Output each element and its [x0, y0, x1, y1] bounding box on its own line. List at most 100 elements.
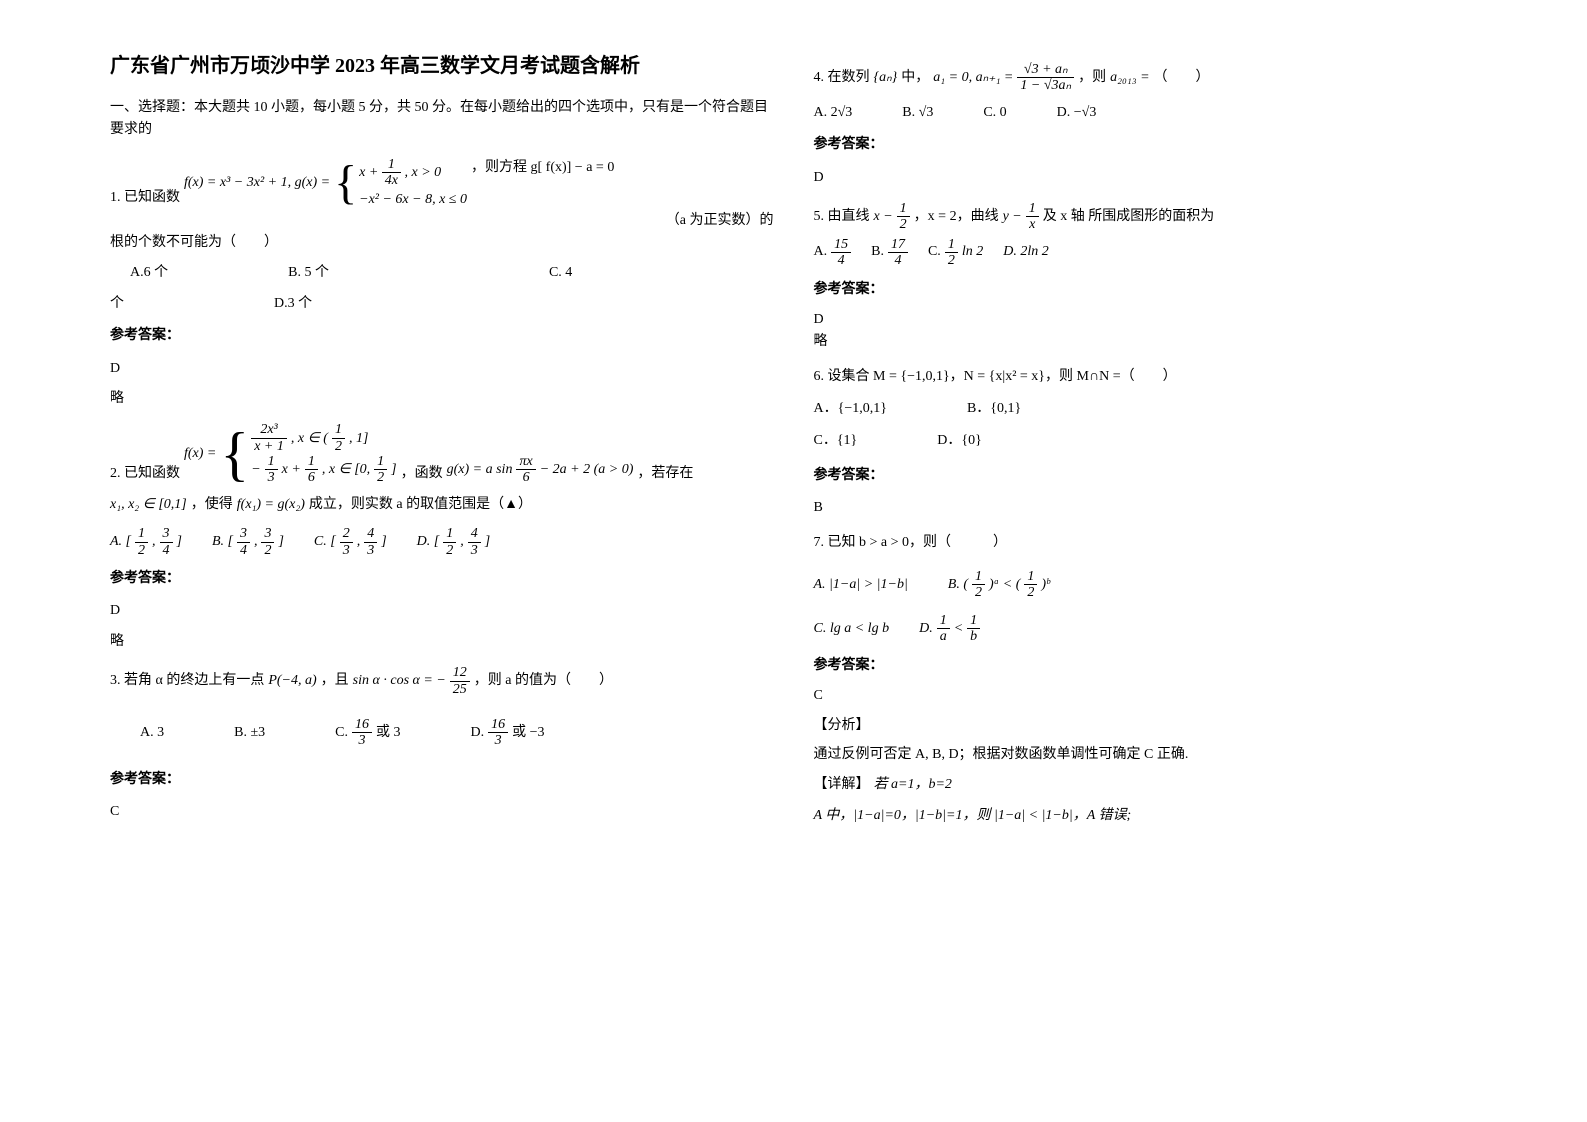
q6-text: 6. 设集合 M = {−1,0,1}，N = {x|x² = x}，则 M∩N… [814, 366, 1478, 388]
q7-detail-label: 【详解】 [814, 774, 870, 796]
q7-od: D. 1a < 1b [919, 613, 980, 645]
q3-suffix: ，则 a 的值为（ ） [474, 670, 613, 692]
br: ] [485, 531, 490, 553]
q3-od: D. 163 或 −3 [471, 717, 545, 749]
q2-ans: D [110, 600, 774, 622]
q3-oa: A. 3 [140, 722, 164, 744]
q5-e2n: 1 [1026, 201, 1039, 217]
q3-eqa: sin α · cos α = − [353, 670, 446, 692]
q2-prefix: 2. 已知函数 [110, 463, 180, 485]
q7-ans: C [814, 685, 1478, 707]
odn1: 1 [937, 613, 950, 629]
q5-od: D. 2ln 2 [1003, 241, 1049, 263]
odd2: b [967, 629, 980, 644]
q2-c2-n2: 1 [305, 454, 318, 470]
q7-prefix: 7. 已知 b > a > 0，则（ ） [814, 532, 1478, 554]
q4-a1: a₁ = 0, aₙ₊₁ = [933, 67, 1013, 89]
obd: 2 [972, 585, 985, 600]
question-2: 2. 已知函数 f(x) = { 2x³x + 1 , x ∈ ( 12 , 1… [110, 422, 774, 653]
q7-oba: B. ( [948, 574, 968, 596]
q7-analysis: 通过反例可否定 A, B, D；根据对数函数单调性可确定 C 正确. [814, 744, 1478, 766]
q2-c1-cond-b: , 1] [349, 428, 368, 449]
q1-optC: C. 4 [549, 262, 572, 284]
q4-sb: （ ） [1154, 67, 1210, 89]
q2-g-b: − 2a + 2 (a > 0) [540, 459, 634, 481]
q3-oc: C. 163 或 3 [335, 717, 400, 749]
q1-mid: ，则方程 g[ f(x)] − a = 0 [471, 157, 614, 179]
q2-f-label: f(x) = [184, 443, 216, 465]
q2-l2-c: f(x₁) = g(x₂) [237, 494, 305, 516]
brace-icon: { [334, 164, 357, 202]
q2-optB: B. [ 34 , 32 ] [212, 526, 284, 558]
c: , [254, 531, 258, 553]
q5-ocl: C. [928, 241, 941, 263]
q3-ocn: 16 [352, 717, 372, 733]
q4-oa: A. 2√3 [814, 102, 853, 124]
q5-mid1: ，x = 2，曲线 [914, 206, 999, 228]
od-n1: 1 [443, 526, 456, 542]
oc-n2: 4 [364, 526, 377, 542]
q1-c1-d: 4x [382, 173, 401, 188]
page-title: 广东省广州市万顷沙中学 2023 年高三数学文月考试题含解析 [110, 50, 774, 82]
q5-e1n: 1 [897, 201, 910, 217]
right-column: 4. 在数列 {aₙ} 中， a₁ = 0, aₙ₊₁ = √3 + aₙ1 −… [794, 50, 1498, 1072]
br: ] [381, 531, 386, 553]
brace-icon: { [220, 430, 249, 478]
q5-e1a: x − [874, 206, 893, 228]
q3-eqn: 12 [450, 665, 470, 681]
q1-ans: D [110, 358, 774, 380]
q1-case1-cond: , x > 0 [405, 165, 442, 180]
q4-pa: 4. 在数列 [814, 67, 870, 89]
q1-optB: B. 5 个 [288, 262, 329, 284]
oa-d1: 2 [135, 543, 148, 558]
q1-ans-label: 参考答案： [110, 325, 774, 347]
q2-c1-cn: 1 [332, 422, 345, 438]
q2-c2-cb: ] [391, 459, 396, 480]
q4-ob: B. √3 [902, 102, 933, 124]
q2-c1-n: 2x³ [251, 422, 287, 438]
q2-g-prefix: ，函数 [401, 463, 443, 485]
q2-c1-cd: 2 [332, 439, 345, 454]
oc-n1: 2 [340, 526, 353, 542]
q1-case1: x + [359, 165, 382, 180]
q2-c2-d2: 6 [305, 470, 318, 485]
q2-ans-label: 参考答案： [110, 568, 774, 590]
q3-pa: 3. 若角 α 的终边上有一点 [110, 670, 264, 692]
q4-ans: D [814, 167, 1478, 189]
q5-oan: 15 [831, 237, 851, 253]
od-l: D. [ [417, 531, 440, 553]
q4-pb: 中， [901, 67, 929, 89]
odd1: a [937, 629, 950, 644]
q4-od: D. −√3 [1057, 102, 1097, 124]
od-d2: 3 [468, 543, 481, 558]
q6-oa: A．{−1,0,1} [814, 398, 887, 420]
q6-ob: B．{0,1} [967, 398, 1021, 420]
q3-ocb: 或 3 [376, 722, 401, 744]
q7-oda: D. [919, 618, 933, 640]
q5-ocn: 1 [945, 237, 958, 253]
q2-g-n: πx [516, 454, 535, 470]
q4-oc: C. 0 [983, 102, 1006, 124]
q5-obn: 17 [888, 237, 908, 253]
question-7: 7. 已知 b > a > 0，则（ ） A. |1−a| > |1−b| B.… [814, 532, 1478, 827]
q4-fn: √3 + aₙ [1017, 62, 1074, 78]
q1-suffix: （a 为正实数）的 [666, 210, 774, 232]
q1-c1-n: 1 [382, 157, 401, 173]
q7-oa: A. |1−a| > |1−b| [814, 574, 908, 596]
q3-eqd: 25 [450, 682, 470, 697]
obn: 1 [972, 569, 985, 585]
q1-case2: −x² − 6x − 8, x ≤ 0 [359, 189, 467, 210]
q3-odb: 或 −3 [512, 722, 544, 744]
ob-n2: 3 [261, 526, 274, 542]
q1-prefix: 1. 已知函数 [110, 187, 180, 209]
q2-optD: D. [ 12 , 43 ] [417, 526, 491, 558]
q1-optA: A.6 个 [130, 262, 168, 284]
q2-c2-n1: 1 [265, 454, 278, 470]
q7-obb: )ᵃ < ( [989, 574, 1020, 596]
br: ] [278, 531, 283, 553]
q4-seq: {aₙ} [874, 67, 898, 89]
q5-e1d: 2 [897, 217, 910, 232]
q5-obl: B. [871, 241, 884, 263]
ob-d1: 4 [237, 543, 250, 558]
q4-ans-label: 参考答案： [814, 134, 1478, 156]
